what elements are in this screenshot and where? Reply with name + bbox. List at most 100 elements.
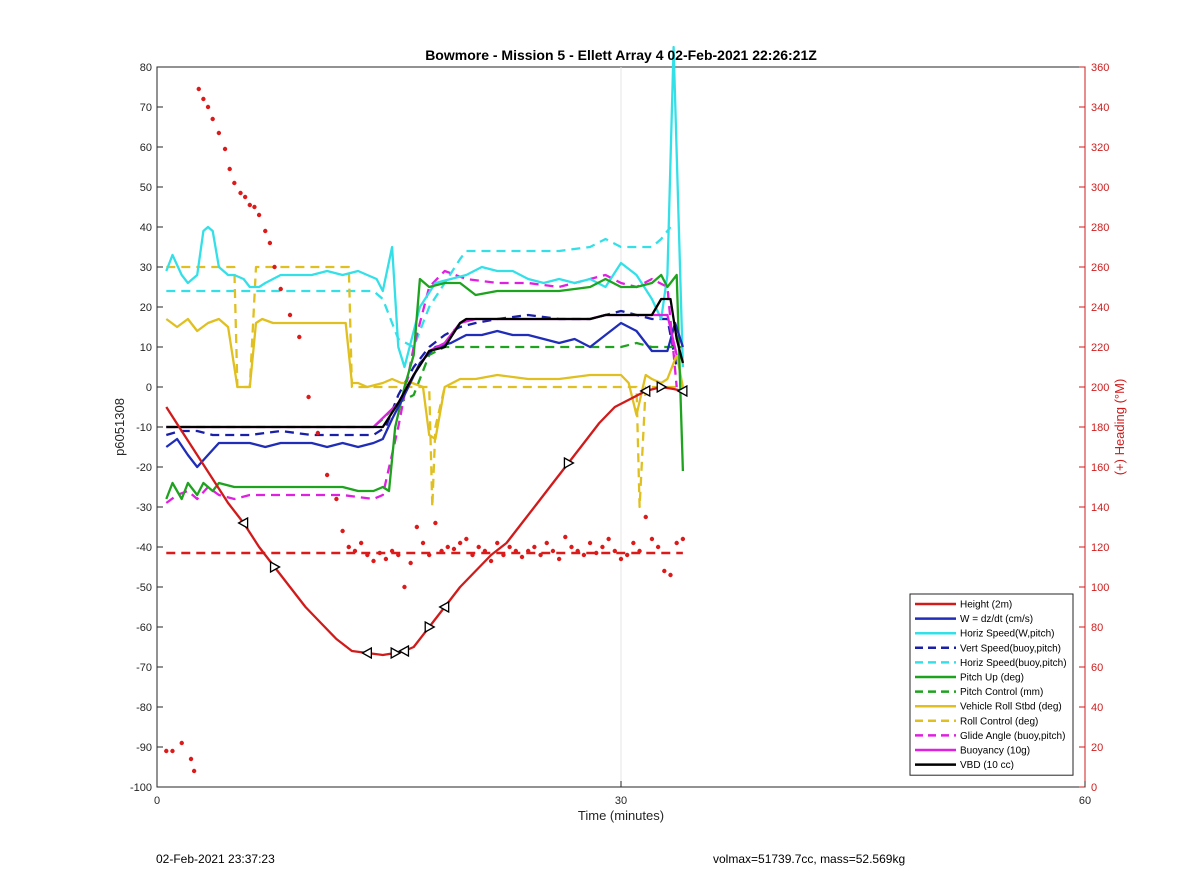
heading-point (170, 748, 175, 754)
heading-point (247, 202, 252, 208)
heading-point (544, 540, 549, 546)
heading-point (222, 146, 228, 152)
heading-point (238, 190, 243, 196)
y2-tick-label: 260 (1091, 262, 1109, 274)
y-tick-label: 20 (140, 302, 152, 314)
x-axis: 0 30 60 (154, 781, 1091, 807)
heading-point (216, 130, 222, 136)
heading-point (600, 544, 605, 550)
footer-timestamp: 02-Feb-2021 23:37:23 (156, 852, 275, 866)
heading-point (389, 548, 395, 554)
legend-label: Glide Angle (buoy,pitch) (960, 731, 1065, 742)
legend-label: Buoyancy (10g) (960, 746, 1030, 757)
legend-label: VBD (10 cc) (960, 760, 1014, 771)
heading-point (587, 540, 593, 546)
legend-label: Horiz Speed(buoy,pitch) (960, 658, 1067, 669)
legend-box (909, 593, 1074, 776)
heading-point (287, 312, 293, 318)
heading-point (427, 552, 432, 558)
heading-point (252, 204, 257, 210)
legend-label: Vehicle Roll Stbd (deg) (960, 702, 1062, 713)
legend-label: Height (2m) (960, 600, 1012, 611)
heading-point (414, 524, 420, 530)
heading-point (377, 550, 382, 556)
heading-point (451, 546, 457, 552)
heading-point (457, 540, 463, 546)
y-tick-label: -70 (136, 662, 152, 674)
heading-point (464, 536, 469, 542)
heading-point (445, 544, 450, 550)
legend: Height (2m) W = dz/dt (cm/s) Horiz Speed(W… (909, 593, 1074, 776)
legend-label: Pitch Control (mm) (960, 687, 1043, 698)
y-tick-label: -60 (136, 622, 152, 634)
heading-point (649, 536, 655, 542)
heading-point (513, 548, 519, 554)
heading-point (569, 544, 574, 550)
legend-label: Vert Speed(buoy,pitch) (960, 643, 1061, 654)
heading-point (256, 212, 262, 218)
y2-tick-label: 0 (1091, 782, 1097, 794)
heading-point (383, 556, 389, 562)
heading-point (532, 544, 537, 550)
height-marker (563, 456, 575, 470)
y-tick-label: -10 (136, 422, 152, 434)
legend-label: W = dz/dt (cm/s) (960, 614, 1033, 625)
heading-point (433, 520, 438, 526)
x-tick-label: 0 (154, 795, 160, 807)
heading-point (563, 534, 568, 540)
y-axis-label: p6051308 (112, 398, 127, 456)
y2-tick-label: 220 (1091, 342, 1109, 354)
heading-points (164, 86, 686, 774)
series-line (165, 45, 685, 369)
heading-point (272, 264, 277, 270)
y-tick-label: 0 (146, 382, 152, 394)
heading-point (315, 430, 321, 436)
legend-label: Pitch Up (deg) (960, 673, 1024, 684)
y2-tick-label: 280 (1091, 222, 1109, 234)
heading-point (297, 334, 302, 340)
y-tick-label: -90 (136, 742, 152, 754)
y2-tick-label: 120 (1091, 542, 1109, 554)
heading-point (334, 496, 339, 502)
height-marker (269, 560, 281, 574)
heading-point (680, 536, 686, 542)
heading-point (324, 472, 330, 478)
heading-point (538, 552, 543, 558)
right-axis: 0 20 40 60 80 100 120 140 160 180 200 220 240 260 280 3… (1079, 62, 1109, 794)
heading-point (201, 96, 206, 102)
heading-point (267, 240, 273, 246)
height-marker (237, 516, 249, 530)
height-marker (438, 600, 450, 614)
y-tick-label: -80 (136, 702, 152, 714)
y-tick-label: 40 (140, 222, 152, 234)
series-line (165, 385, 684, 657)
legend-label: Roll Control (deg) (960, 716, 1038, 727)
height-marker (676, 384, 688, 398)
y2-tick-label: 60 (1091, 662, 1103, 674)
y2-tick-label: 300 (1091, 182, 1109, 194)
x-axis-label: Time (minutes) (578, 808, 664, 823)
heading-point (581, 552, 587, 558)
y-tick-label: -40 (136, 542, 152, 554)
y2-tick-label: 140 (1091, 502, 1109, 514)
heading-point (346, 544, 351, 550)
y2-tick-label: 20 (1091, 742, 1103, 754)
heading-point (371, 558, 376, 564)
heading-point (655, 544, 661, 550)
heading-point (526, 548, 531, 554)
heading-point (488, 558, 494, 564)
y-tick-label: -100 (130, 782, 152, 794)
height-marker (390, 646, 402, 660)
heading-point (352, 548, 358, 554)
footer-mass-info: volmax=51739.7cc, mass=52.569kg (713, 852, 906, 866)
y-tick-label: -30 (136, 502, 152, 514)
heading-point (618, 556, 624, 562)
heading-point (476, 544, 481, 550)
x-tick-label: 30 (615, 795, 627, 807)
heading-point (365, 552, 370, 558)
heading-point (188, 756, 194, 762)
heading-point (232, 180, 237, 186)
heading-point (643, 514, 648, 520)
heading-point (196, 86, 201, 92)
